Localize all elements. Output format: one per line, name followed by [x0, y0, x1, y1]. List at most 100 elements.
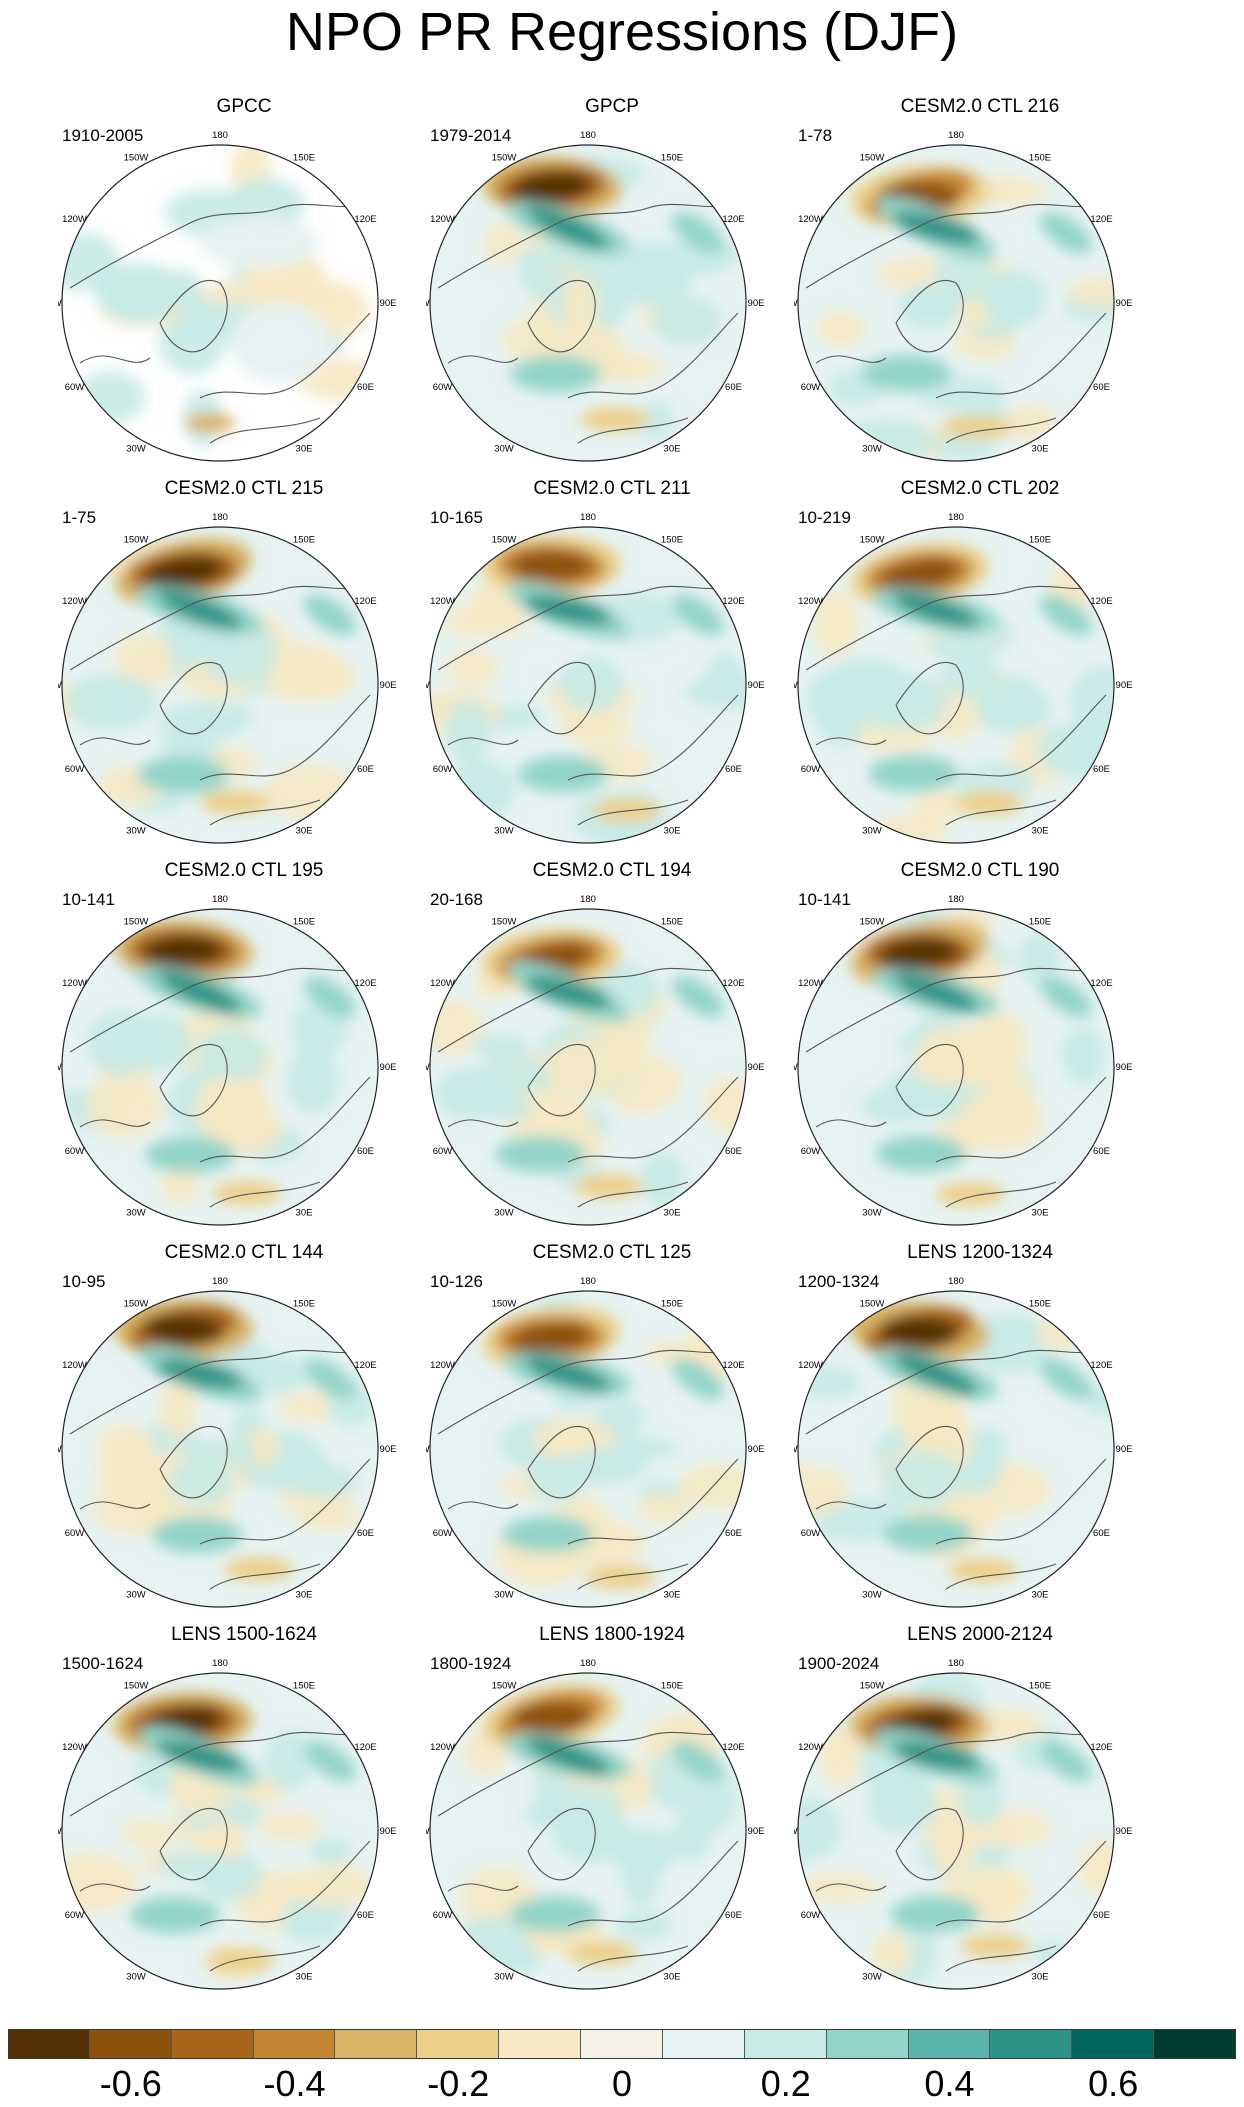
negative-anomaly — [200, 790, 271, 815]
longitude-label: 90W — [794, 1444, 798, 1455]
positive-anomaly — [875, 1135, 966, 1172]
map-boundary — [429, 1290, 747, 1608]
longitude-label: 150W — [860, 1681, 885, 1692]
longitude-label: 120E — [354, 596, 376, 607]
panel-title: GPCC — [216, 96, 272, 117]
colorbar-swatch — [89, 2029, 172, 2059]
longitude-label: 30W — [126, 1207, 146, 1218]
longitude-label: 60E — [1093, 1910, 1110, 1921]
anomaly-blob — [942, 1867, 1035, 1911]
longitude-label: 180 — [580, 894, 596, 905]
anomaly-blob — [516, 243, 612, 277]
anomaly-blob — [159, 1380, 198, 1439]
longitude-label: 30E — [664, 443, 681, 454]
anomaly-blob — [230, 303, 330, 383]
longitude-label: 150W — [492, 917, 517, 928]
anomaly-field — [798, 1301, 1114, 1583]
coastline — [437, 1730, 739, 1972]
positive-anomaly — [304, 1740, 356, 1782]
longitude-label: 90E — [748, 1062, 765, 1073]
negative-anomaly — [144, 555, 224, 588]
map-field — [798, 1291, 1114, 1607]
longitude-label: 60E — [357, 764, 374, 775]
coastline — [805, 1730, 1107, 1972]
panel-period: 1800-1924 — [430, 1654, 512, 1673]
negative-anomaly — [935, 1182, 1006, 1207]
positive-anomaly — [868, 755, 959, 792]
longitude-label: 60E — [1093, 764, 1110, 775]
coastline — [805, 584, 1107, 826]
figure-title: NPO PR Regressions (DJF) — [285, 2, 959, 62]
colorbar-swatch — [499, 2029, 582, 2059]
longitude-label: 60E — [1093, 1146, 1110, 1157]
anomaly-blob — [912, 792, 965, 821]
anomaly-blob — [1017, 932, 1060, 986]
anomaly-blob — [114, 633, 175, 690]
map-boundary — [429, 908, 747, 1226]
anomaly-blob — [839, 418, 934, 461]
anomaly-blob — [308, 1837, 353, 1865]
longitude-label: 150W — [124, 153, 149, 164]
panel-title: LENS 2000-2124 — [907, 1624, 1053, 1645]
panel-period: 1-78 — [798, 126, 833, 145]
negative-anomaly — [511, 1701, 592, 1732]
anomaly-field — [430, 535, 746, 843]
map-boundary — [797, 908, 1115, 1226]
map-boundary — [797, 144, 1115, 462]
colorbar-tick-label: 0.2 — [760, 2063, 811, 2104]
longitude-label: 120W — [430, 1360, 455, 1371]
anomaly-blob — [561, 655, 623, 713]
longitude-label: 90E — [1116, 680, 1133, 691]
colorbar — [8, 2029, 1236, 2059]
map-panel: CESM2.0 CTL 202 10-219 180 150E 120E 90E 60E 30… — [794, 478, 1166, 848]
longitude-label: 60E — [357, 1910, 374, 1921]
longitude-label: 90W — [426, 298, 430, 309]
longitude-label: 90E — [380, 680, 397, 691]
positive-anomaly — [892, 211, 980, 245]
anomaly-blob — [866, 1772, 937, 1836]
anomaly-blob — [482, 222, 523, 264]
longitude-label: 150W — [860, 153, 885, 164]
map-panel: CESM2.0 CTL 195 10-141 180 150E 120E 90E 60E 30… — [58, 860, 430, 1230]
longitude-label: 120W — [798, 978, 823, 989]
anomaly-field — [816, 165, 1114, 461]
longitude-label: 90E — [748, 1826, 765, 1837]
coastline — [437, 1348, 739, 1590]
map-panel: CESM2.0 CTL 2161-78180150E120E90E60E30E0… — [794, 96, 1166, 466]
negative-anomaly — [574, 1174, 645, 1199]
map-panel: CESM2.0 CTL 211 10-165 180 150E 120E 90E 60E 30… — [426, 478, 798, 848]
longitude-label: 30W — [862, 825, 882, 836]
colorbar-swatch — [8, 2029, 90, 2059]
longitude-label: 60W — [801, 382, 821, 393]
longitude-label: 60W — [801, 764, 821, 775]
map-panel: CESM2.0 CTL 190 10-141 180 150E 120E 90E 60E 30… — [794, 860, 1166, 1230]
longitude-label: 120E — [722, 978, 744, 989]
panel-title: CESM2.0 CTL 211 — [533, 478, 691, 499]
map-panel: LENS 2000-2124 1900-2024 180 150E 120E 90E 60E… — [794, 1624, 1166, 1994]
positive-anomaly — [155, 1359, 245, 1389]
longitude-label: 90W — [794, 1826, 798, 1837]
coastline — [69, 1730, 371, 1972]
positive-anomaly — [304, 976, 356, 1018]
anomaly-blob — [120, 1819, 172, 1849]
anomaly-blob — [1037, 1315, 1079, 1351]
longitude-label: 120E — [1090, 978, 1112, 989]
polar-map: 180150E120E90E60E30E030W60W90W120W150W — [794, 512, 1133, 844]
map-panel: CESM2.0 CTL 144 10-95 180 150E 120E 90E 60E 30E… — [58, 1242, 430, 1612]
longitude-label: 30W — [494, 443, 514, 454]
negative-anomaly — [143, 1313, 224, 1345]
positive-anomaly — [672, 976, 724, 1018]
longitude-label: 150E — [293, 535, 315, 546]
longitude-label: 150E — [661, 1681, 683, 1692]
colorbar-swatch — [908, 2029, 991, 2059]
negative-anomaly — [512, 171, 592, 203]
map-boundary — [797, 526, 1115, 844]
colorbar-swatch — [744, 2029, 827, 2059]
anomaly-blob — [975, 675, 1047, 734]
polar-map: 180150E120E90E60E30E030W60W90W120W150W — [794, 1658, 1132, 1990]
colorbar-swatch — [826, 2029, 909, 2059]
anomaly-blob — [820, 1725, 863, 1789]
positive-anomaly — [1040, 1740, 1092, 1782]
positive-anomaly — [672, 212, 724, 254]
longitude-label: 30W — [862, 1589, 882, 1600]
